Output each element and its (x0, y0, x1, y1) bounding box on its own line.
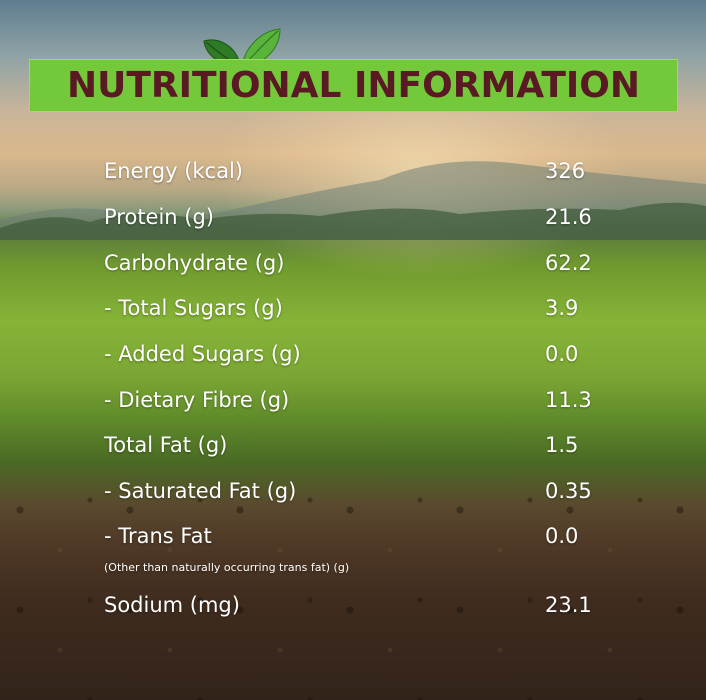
nutrient-value: 21.6 (545, 205, 592, 229)
nutrient-value: 23.1 (545, 593, 592, 617)
nutrient-value: 0.0 (545, 524, 579, 548)
nutrient-value: 0.0 (545, 342, 579, 366)
background-hills (0, 161, 706, 240)
nutrient-value: 1.5 (545, 433, 579, 457)
nutrient-label: Total Fat (g) (104, 433, 228, 457)
soil-texture (0, 480, 706, 700)
nutrient-value: 62.2 (545, 251, 592, 275)
nutrient-footnote: (Other than naturally occurring trans fa… (104, 561, 350, 574)
nutrient-value: 326 (545, 159, 586, 183)
nutrient-value: 0.35 (545, 479, 592, 503)
nutrient-label: Carbohydrate (g) (104, 251, 285, 275)
nutrient-value: 3.9 (545, 296, 579, 320)
nutrient-label: Energy (kcal) (104, 159, 243, 183)
nutrient-label: - Trans Fat (104, 524, 212, 548)
nutrient-label: - Total Sugars (g) (104, 296, 283, 320)
nutrient-label: - Saturated Fat (g) (104, 479, 297, 503)
nutrient-label: - Dietary Fibre (g) (104, 388, 290, 412)
nutrient-label: Sodium (mg) (104, 593, 240, 617)
title-banner: NUTRITIONAL INFORMATION (29, 59, 678, 112)
page-title: NUTRITIONAL INFORMATION (66, 65, 641, 106)
nutrient-label: - Added Sugars (g) (104, 342, 301, 366)
nutrient-value: 11.3 (545, 388, 592, 412)
nutrient-label: Protein (g) (104, 205, 215, 229)
